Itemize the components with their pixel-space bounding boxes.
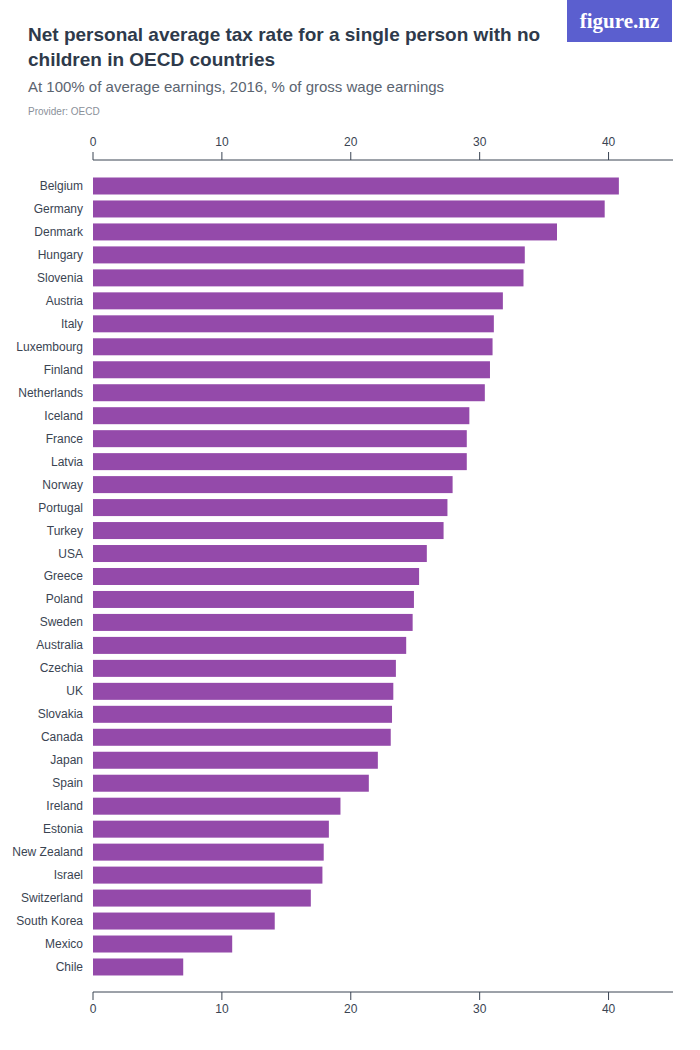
category-label: Portugal xyxy=(38,501,83,515)
tick-label: 30 xyxy=(473,135,487,149)
tick-label: 40 xyxy=(602,1002,616,1016)
category-label: Norway xyxy=(42,478,83,492)
tick-label: 0 xyxy=(90,135,97,149)
category-label: Luxembourg xyxy=(16,340,83,354)
bar xyxy=(93,361,490,378)
category-label: Canada xyxy=(41,730,83,744)
tick-mark xyxy=(93,992,94,1000)
chart: 0 0 10 10 20 20 30 30 40 40 Belgium Germany Denmark H… xyxy=(0,0,700,1050)
tick-label: 20 xyxy=(344,135,358,149)
bar xyxy=(93,729,391,746)
tick-mark xyxy=(608,992,609,1000)
tick-mark xyxy=(479,152,480,160)
tick-label: 10 xyxy=(215,135,229,149)
bars xyxy=(93,178,619,976)
category-label: Australia xyxy=(36,638,83,652)
bar xyxy=(93,476,453,493)
category-label: Netherlands xyxy=(18,386,83,400)
category-label: Hungary xyxy=(38,248,83,262)
subtitle: At 100% of average earnings, 2016, % of … xyxy=(28,78,444,95)
bar xyxy=(93,660,396,677)
bar xyxy=(93,384,485,401)
category-label: Sweden xyxy=(40,615,83,629)
bar xyxy=(93,178,619,195)
bar xyxy=(93,936,232,953)
tick-label: 0 xyxy=(90,1002,97,1016)
bar xyxy=(93,223,557,240)
tick-mark xyxy=(350,152,351,160)
bar xyxy=(93,890,311,907)
bar xyxy=(93,545,427,562)
bar xyxy=(93,522,444,539)
bar xyxy=(93,407,469,424)
category-label: Germany xyxy=(34,202,83,216)
category-label: Austria xyxy=(46,294,84,308)
category-label: Italy xyxy=(61,317,83,331)
tick-mark xyxy=(221,992,222,1000)
category-label: Switzerland xyxy=(21,891,83,905)
category-label: Latvia xyxy=(51,455,83,469)
category-label: Mexico xyxy=(45,937,83,951)
bar xyxy=(93,752,378,769)
category-label: New Zealand xyxy=(12,845,83,859)
bar xyxy=(93,614,413,631)
bar xyxy=(93,315,494,332)
bar xyxy=(93,246,525,263)
category-label: Ireland xyxy=(46,799,83,813)
category-label: France xyxy=(46,432,84,446)
category-label: Estonia xyxy=(43,822,83,836)
category-label: Poland xyxy=(46,592,83,606)
bar xyxy=(93,292,503,309)
category-label: UK xyxy=(66,684,83,698)
bar xyxy=(93,568,419,585)
bar xyxy=(93,338,493,355)
tick-mark xyxy=(350,992,351,1000)
bar xyxy=(93,430,467,447)
category-label: Japan xyxy=(50,753,83,767)
category-label: Spain xyxy=(52,776,83,790)
bar xyxy=(93,499,447,516)
category-label: USA xyxy=(58,547,83,561)
bar xyxy=(93,683,393,700)
category-label: Turkey xyxy=(47,524,83,538)
tick-mark xyxy=(479,992,480,1000)
bar xyxy=(93,269,523,286)
title: Net personal average tax rate for a sing… xyxy=(28,22,558,72)
bar xyxy=(93,958,183,975)
tick-mark xyxy=(608,152,609,160)
category-label: Denmark xyxy=(34,225,84,239)
category-label: Iceland xyxy=(44,409,83,423)
bar xyxy=(93,775,369,792)
bar xyxy=(93,453,467,470)
category-label: Slovakia xyxy=(38,707,84,721)
category-label: South Korea xyxy=(16,914,83,928)
tick-mark xyxy=(93,152,94,160)
bar xyxy=(93,637,406,654)
top-axis-line xyxy=(93,160,673,161)
bar xyxy=(93,706,392,723)
category-label: Czechia xyxy=(40,661,84,675)
category-label: Finland xyxy=(44,363,83,377)
bar xyxy=(93,591,414,608)
bar xyxy=(93,844,324,861)
tick-mark xyxy=(221,152,222,160)
tick-label: 20 xyxy=(344,1002,358,1016)
category-label: Belgium xyxy=(40,179,83,193)
tick-label: 10 xyxy=(215,1002,229,1016)
bar xyxy=(93,867,322,884)
bar xyxy=(93,821,329,838)
category-label: Greece xyxy=(44,569,84,583)
category-label: Chile xyxy=(56,960,84,974)
source: Provider: OECD xyxy=(28,106,100,117)
bar xyxy=(93,913,275,930)
bottom-axis-line xyxy=(93,992,673,993)
category-label: Slovenia xyxy=(37,271,83,285)
bar xyxy=(93,200,605,217)
tick-label: 40 xyxy=(602,135,616,149)
logo: figure.nz xyxy=(567,0,672,42)
category-label: Israel xyxy=(54,868,83,882)
bar xyxy=(93,798,340,815)
tick-label: 30 xyxy=(473,1002,487,1016)
